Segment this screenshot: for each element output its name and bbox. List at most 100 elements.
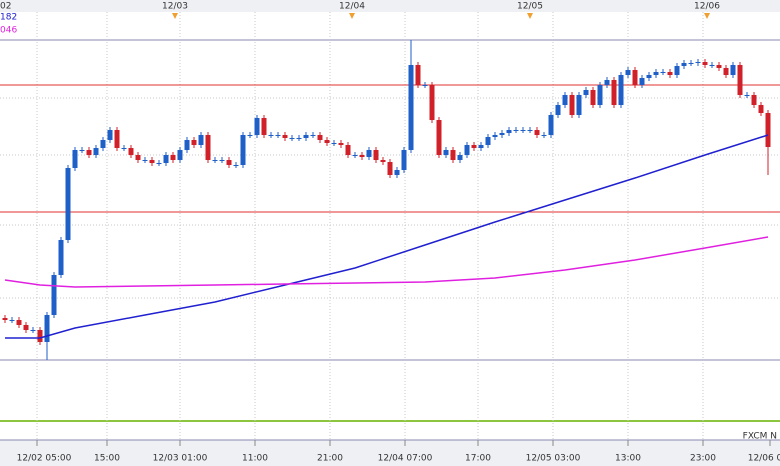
x-tick-label: 21:00 <box>317 454 343 464</box>
candle-body <box>142 160 148 161</box>
candle-body <box>765 113 771 147</box>
x-tick-label: 12/04 07:00 <box>378 454 433 464</box>
candle-body <box>310 135 316 136</box>
candle-body <box>240 135 246 165</box>
candle-body <box>744 95 750 96</box>
date-marker <box>527 13 533 19</box>
candle-body <box>471 145 477 148</box>
candle-body <box>380 160 386 162</box>
top-strip <box>0 0 780 12</box>
x-tick-label: 13:00 <box>615 454 641 464</box>
plot-bg <box>0 12 780 440</box>
candle-body <box>492 135 498 137</box>
candle-body <box>226 160 232 165</box>
candle-body <box>44 315 50 342</box>
candle-body <box>51 275 57 315</box>
candle-body <box>709 65 715 66</box>
candle-body <box>625 70 631 75</box>
x-tick-label: 15:00 <box>94 454 120 464</box>
candle-body <box>205 135 211 160</box>
candle-body <box>618 75 624 105</box>
top-label: 12/06 <box>694 2 720 12</box>
candle-body <box>212 160 218 161</box>
candle-body <box>758 105 764 113</box>
legend-text: 182 <box>0 13 17 23</box>
candle-body <box>9 320 15 321</box>
candle-body <box>730 65 736 75</box>
candle-body <box>415 65 421 85</box>
candle-body <box>555 105 561 115</box>
candle-body <box>37 330 43 342</box>
candle-body <box>611 80 617 105</box>
candle-body <box>121 148 127 149</box>
candle-body <box>135 155 141 160</box>
candle-body <box>366 150 372 157</box>
candle-body <box>520 130 526 131</box>
candle-body <box>401 150 407 170</box>
candle-body <box>737 65 743 95</box>
marks <box>0 40 780 360</box>
candle-body <box>93 148 99 155</box>
candle-body <box>681 63 687 66</box>
moving-average <box>5 134 769 339</box>
candle-body <box>373 150 379 160</box>
candle-body <box>464 145 470 155</box>
top-label: 12/04 <box>339 2 365 12</box>
candle-body <box>275 135 281 136</box>
candle-body <box>184 140 190 150</box>
candle-body <box>387 162 393 175</box>
candle-body <box>282 135 288 138</box>
x-tick-label: 11:00 <box>242 454 268 464</box>
candle-body <box>128 148 134 155</box>
candle-body <box>443 150 449 155</box>
candle-body <box>261 118 267 135</box>
x-tick-label: 12/06 0 <box>748 454 780 464</box>
candle-body <box>723 68 729 75</box>
moving-average <box>4 236 769 288</box>
candle-body <box>65 168 71 240</box>
candle-body <box>422 85 428 86</box>
candle-body <box>527 130 533 131</box>
candle-body <box>632 70 638 85</box>
candle-body <box>485 137 491 145</box>
candle-body <box>2 318 8 320</box>
candle-body <box>72 150 78 168</box>
candle-body <box>163 155 169 163</box>
candle-body <box>219 160 225 161</box>
candle-body <box>170 155 176 160</box>
candle-body <box>352 155 358 156</box>
candle-body <box>303 135 309 138</box>
candle-body <box>478 145 484 148</box>
legend-text: 046 <box>0 26 17 36</box>
candle-body <box>296 138 302 139</box>
candle-body <box>548 115 554 135</box>
candle-body <box>506 130 512 133</box>
candle-body <box>674 66 680 75</box>
candle-body <box>408 65 414 150</box>
candle-body <box>569 95 575 115</box>
candle-body <box>86 150 92 155</box>
candle-body <box>513 130 519 131</box>
candle-body <box>716 65 722 68</box>
source-label: FXCM N <box>743 432 777 442</box>
candle-body <box>156 163 162 164</box>
candle-body <box>345 145 351 155</box>
candle-body <box>23 325 29 330</box>
candle-body <box>639 78 645 85</box>
x-tick-label: 23:00 <box>690 454 716 464</box>
candle-body <box>233 165 239 166</box>
candle-body <box>198 135 204 145</box>
candle-body <box>429 85 435 120</box>
candle-body <box>191 140 197 145</box>
top-label: 12/03 <box>162 2 188 12</box>
candle-body <box>100 140 106 148</box>
x-tick-label: 17:00 <box>465 454 491 464</box>
candle-body <box>289 138 295 139</box>
candle-body <box>79 150 85 151</box>
candle-body <box>149 160 155 163</box>
candle-body <box>114 130 120 148</box>
candle-body <box>107 130 113 140</box>
date-marker <box>172 13 178 19</box>
candle-body <box>534 130 540 135</box>
